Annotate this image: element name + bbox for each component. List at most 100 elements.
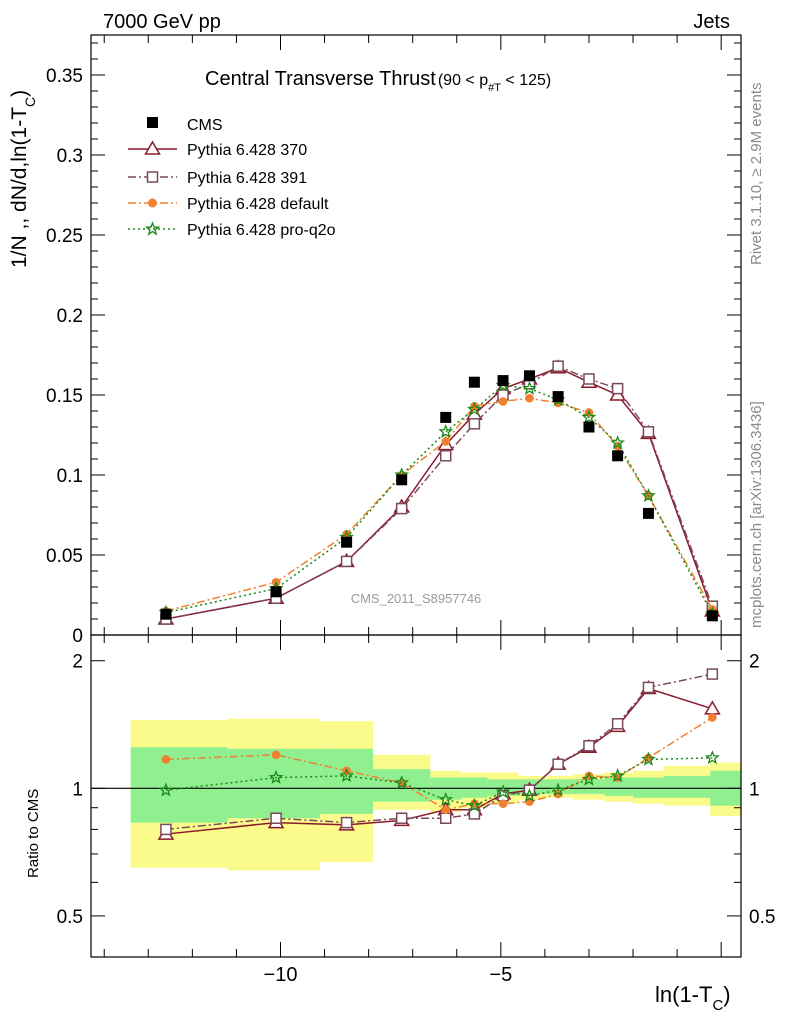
data-point-cms	[270, 586, 282, 598]
ratio-y-axis-label: Ratio to CMS	[25, 789, 42, 878]
series-cms	[160, 370, 718, 622]
ratio-point-pythia-6-428-391	[611, 718, 624, 730]
data-point-cms	[552, 391, 564, 403]
ratio-band-green	[604, 777, 634, 796]
data-point-pythia-6-428-pro-q2o	[466, 401, 482, 416]
ratio-point-pythia-6-428-pro-q2o	[610, 768, 626, 783]
data-point-pythia-6-428-pro-q2o	[610, 435, 626, 450]
ratio-tick-label-right: 1	[749, 779, 760, 800]
y-tick-label: 0	[72, 626, 83, 647]
y-axis-label: 1/N ,, dN/d,ln(1-TC)	[8, 90, 38, 268]
ratio-tick-label: 0.5	[57, 907, 83, 928]
y-tick-label: 0.15	[46, 386, 83, 407]
data-point-pythia-6-428-default	[441, 437, 451, 446]
data-point-pythia-6-428-391	[468, 418, 481, 430]
mcplots-label: mcplots.cern.ch [arXiv:1306.3436]	[748, 401, 765, 628]
legend-label-pythia-default: Pythia 6.428 default	[187, 196, 329, 213]
header-right-label: Jets	[693, 11, 730, 33]
legend: CMS Pythia 6.428 370 Pythia 6.428 391 Py…	[128, 117, 336, 239]
ratio-tick-label: 2	[72, 652, 83, 673]
y-tick-label: 0.35	[46, 66, 83, 87]
ratio-series-pythia-6-428-391	[160, 668, 719, 836]
main-axis-ticks: 0 0.05 0.1 0.15 0.2 0.25 0.3 0.35	[46, 35, 741, 647]
data-point-cms	[706, 610, 718, 622]
ratio-point-pythia-6-428-default	[271, 750, 281, 760]
y-tick-label: 0.1	[57, 466, 83, 487]
legend-entry-pythia-370: Pythia 6.428 370	[128, 140, 307, 159]
legend-label-pythia-391: Pythia 6.428 391	[187, 170, 307, 187]
data-point-pythia-6-428-391	[642, 426, 655, 438]
legend-label-pythia-370: Pythia 6.428 370	[187, 142, 307, 159]
data-point-pythia-6-428-pro-q2o	[438, 424, 454, 439]
data-point-cms	[612, 450, 624, 462]
legend-label-pythia-pro-q2o: Pythia 6.428 pro-q2o	[187, 222, 336, 239]
data-point-cms	[396, 474, 408, 486]
ratio-point-pythia-6-428-pro-q2o	[581, 771, 597, 786]
data-point-pythia-6-428-391	[611, 382, 624, 395]
ratio-point-pythia-6-428-pro-q2o	[158, 782, 174, 797]
ratio-point-pythia-6-428-391	[270, 812, 282, 824]
main-panel: 0 0.05 0.1 0.15 0.2 0.25 0.3 0.35 Central Trans…	[46, 34, 742, 647]
data-point-cms	[160, 608, 172, 620]
data-point-pythia-6-428-391	[395, 502, 408, 515]
ratio-point-pythia-6-428-391	[552, 758, 564, 770]
data-point-cms	[523, 370, 535, 382]
series-pythia-6-428-370	[157, 359, 721, 625]
ratio-band-green	[663, 775, 711, 798]
data-point-pythia-6-428-default	[470, 401, 479, 411]
series-pythia-6-428-default	[161, 393, 717, 616]
legend-marker-pythia-391	[146, 171, 159, 183]
ratio-tick-label: 1	[72, 779, 83, 800]
ratio-tick-label-right: 2	[749, 652, 760, 673]
legend-marker-pythia-370	[144, 140, 161, 155]
data-point-cms	[497, 375, 509, 387]
ratio-band-green	[130, 747, 228, 823]
legend-entry-pythia-391: Pythia 6.428 391	[128, 170, 307, 187]
ratio-point-pythia-6-428-391	[340, 816, 353, 829]
ratio-point-pythia-6-428-pro-q2o	[466, 797, 482, 812]
series-line-pythia-6-428-pro-q2o	[165, 384, 714, 615]
x-tick-label: −5	[489, 964, 512, 986]
legend-marker-pythia-pro-q2o	[144, 221, 161, 236]
chart-title: Central Transverse Thrust (90 < p#T < 125…	[205, 68, 551, 94]
ratio-point-pythia-6-428-pro-q2o	[704, 750, 720, 765]
ratio-series-layer	[157, 668, 721, 840]
data-point-cms	[341, 536, 353, 548]
ratio-band-green	[320, 748, 374, 814]
watermark-label: CMS_2011_S8957746	[351, 591, 482, 606]
y-tick-label: 0.2	[57, 306, 83, 327]
ratio-point-pythia-6-428-pro-q2o	[495, 784, 511, 799]
ratio-point-pythia-6-428-pro-q2o	[339, 768, 354, 783]
data-point-cms	[583, 421, 595, 433]
legend-label-cms: CMS	[187, 117, 223, 134]
ratio-point-pythia-6-428-default	[584, 771, 594, 781]
y-tick-label: 0.05	[46, 546, 83, 567]
main-series-layer	[157, 359, 721, 625]
legend-marker-cms	[147, 117, 158, 128]
ratio-band-green	[573, 779, 605, 794]
data-point-pythia-6-428-391	[340, 555, 353, 568]
ratio-point-pythia-6-428-default	[161, 755, 171, 764]
ratio-point-pythia-6-428-391	[706, 668, 719, 680]
ratio-point-pythia-6-428-default	[441, 805, 451, 815]
rivet-version-label: Rivet 3.1.10, ≥ 2.9M events	[748, 83, 765, 266]
data-point-pythia-6-428-default	[525, 393, 534, 403]
x-tick-labels: −10 −5	[264, 964, 513, 986]
ratio-point-pythia-6-428-default	[708, 713, 717, 722]
data-point-pythia-6-428-391	[583, 373, 595, 385]
ratio-band-green	[461, 777, 488, 798]
ratio-axis-ticks: 0.5 0.5 1 1 2 2	[57, 635, 775, 957]
ratio-point-pythia-6-428-391	[395, 812, 408, 824]
ratio-series-pythia-6-428-pro-q2o	[158, 750, 720, 812]
ratio-point-pythia-6-428-391	[642, 681, 655, 694]
legend-entry-cms: CMS	[147, 117, 223, 134]
data-point-cms	[468, 376, 480, 388]
ratio-point-pythia-6-428-default	[498, 799, 508, 808]
ratio-point-pythia-6-428-391	[439, 812, 452, 824]
ratio-band-green	[633, 777, 664, 798]
x-tick-label: −10	[264, 964, 298, 986]
x-axis-label: ln(1-TC)	[655, 982, 731, 1014]
data-point-pythia-6-428-pro-q2o	[522, 380, 537, 395]
ratio-panel-frame	[90, 634, 742, 958]
